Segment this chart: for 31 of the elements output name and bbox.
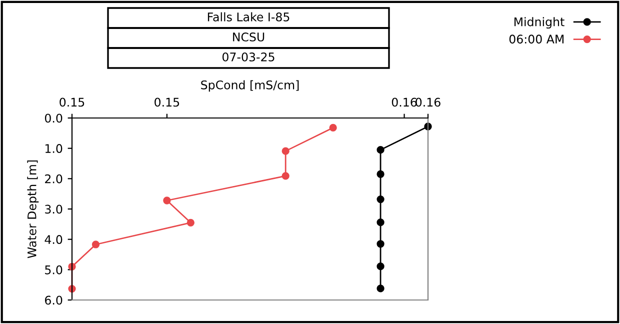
point — [282, 147, 290, 155]
point — [376, 170, 384, 178]
point — [376, 262, 384, 270]
x-tick-label: 0.16 — [392, 98, 417, 107]
y-tick-label: 3.0 — [45, 204, 62, 214]
x-axis-title: SpCond [mS/cm] — [201, 80, 299, 92]
point — [376, 284, 384, 292]
point — [376, 195, 384, 204]
legend-label: 06:00 AM — [509, 34, 564, 44]
y-tick-label: 1.0 — [45, 144, 62, 153]
point — [163, 196, 171, 204]
y-axis-title: Water Depth [m] — [27, 160, 39, 258]
point — [92, 240, 100, 248]
x-tick-label: 0.16 — [416, 98, 440, 107]
y-tick-label: 6.0 — [45, 296, 62, 305]
text: 07-03-25 — [222, 52, 274, 62]
point — [376, 218, 384, 226]
chart-title: Falls Lake I-85 — [208, 12, 290, 22]
x-tick-label: 0.15 — [60, 98, 84, 107]
y-tick-label: 0.0 — [44, 114, 62, 123]
y-tick-label: 5.0 — [45, 265, 62, 274]
y-tick-label: 2.0 — [45, 174, 62, 184]
point — [329, 124, 337, 132]
legend-label: Midnight — [514, 17, 564, 29]
y-tick-label: 4.0 — [44, 235, 62, 244]
point — [376, 146, 384, 154]
chart-subtitle: NCSU — [233, 32, 264, 42]
x-tick-label: 0.15 — [154, 98, 180, 107]
point — [376, 240, 384, 248]
point — [186, 218, 194, 226]
point — [282, 172, 290, 180]
